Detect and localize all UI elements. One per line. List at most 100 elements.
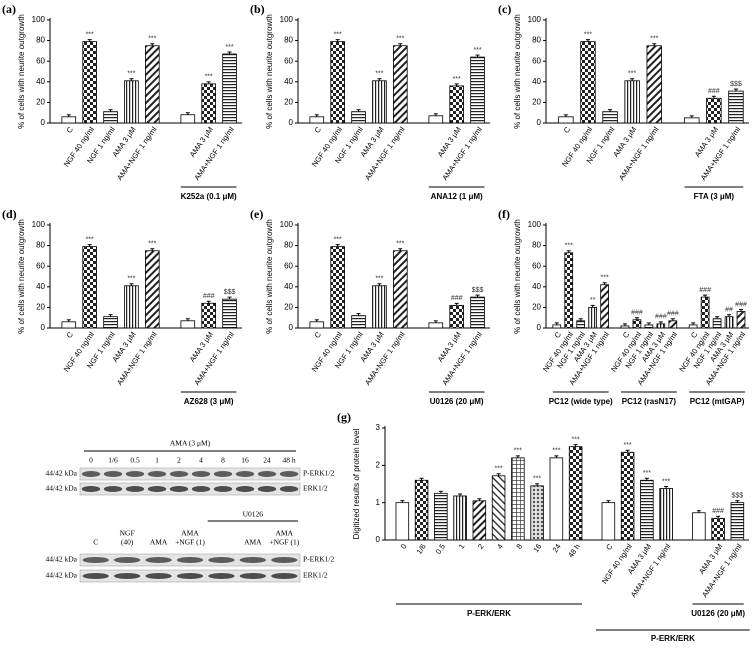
bar xyxy=(103,111,118,124)
bar xyxy=(692,512,706,541)
significance-label: *** xyxy=(495,466,503,473)
significance-label: *** xyxy=(86,236,94,243)
significance-label: *** xyxy=(334,236,342,243)
significance-label: *** xyxy=(127,71,135,78)
blot-row-label: ERK1/2 xyxy=(303,571,328,580)
significance-label: *** xyxy=(148,36,156,43)
blot-band xyxy=(145,573,172,579)
y-tick-label: 60 xyxy=(532,261,541,270)
bar xyxy=(393,250,408,329)
bar xyxy=(588,306,598,329)
x-tick-label: AMA+NGF 1 ng/ml xyxy=(363,330,407,387)
y-axis-label: % of cells with neurite outgrowth xyxy=(265,219,274,334)
y-tick-label: 80 xyxy=(284,241,293,250)
panel-label: (f) xyxy=(498,207,510,221)
bar xyxy=(449,304,464,329)
x-tick-label: C xyxy=(604,542,615,552)
x-tick-label: C xyxy=(553,330,564,340)
blot-band xyxy=(271,557,298,563)
bar xyxy=(646,45,662,124)
bar xyxy=(668,320,678,329)
significance-label: $$$ xyxy=(730,81,742,88)
bar xyxy=(222,53,237,124)
blot-lane-label: AMA xyxy=(181,529,199,538)
bar xyxy=(372,80,387,124)
blot-lane-label: +NGF (1) xyxy=(269,538,299,547)
significance-label: ### xyxy=(708,88,720,95)
x-tick-label: AMA+NGF 1 ng/ml xyxy=(440,330,484,387)
bar xyxy=(124,285,139,329)
bar xyxy=(730,502,745,541)
blot-band xyxy=(191,486,211,492)
x-tick-label: 1/6 xyxy=(414,542,427,556)
bar xyxy=(395,502,410,541)
significance-label: ### xyxy=(655,314,667,321)
blot-band xyxy=(271,573,298,579)
bar xyxy=(632,319,642,329)
blot-lane-label: C xyxy=(93,538,98,547)
blot-lane-label: 0 xyxy=(89,456,93,465)
bar xyxy=(620,325,630,329)
x-tick-label: AMA+NGF 1 ng/ml xyxy=(440,125,484,182)
blot-band xyxy=(257,471,277,477)
y-tick-label: 1 xyxy=(376,498,381,507)
y-tick-label: 60 xyxy=(284,261,293,270)
bar xyxy=(393,45,408,124)
blot-lane-label: 24 xyxy=(263,456,271,465)
y-tick-label: 20 xyxy=(532,303,541,312)
bar xyxy=(700,296,710,329)
significance-label: ### xyxy=(712,508,724,515)
y-tick-label: 20 xyxy=(532,98,541,107)
y-tick-label: 0 xyxy=(376,535,381,544)
blot-band xyxy=(213,486,233,492)
y-tick-label: 100 xyxy=(280,15,294,24)
bar xyxy=(568,446,583,541)
x-tick-label: C xyxy=(65,330,76,340)
y-tick-label: 40 xyxy=(284,282,293,291)
group-label: K252a (0.1 μM) xyxy=(181,192,237,201)
blot-band xyxy=(147,486,167,492)
significance-label: ### xyxy=(735,301,747,308)
y-axis-label: % of cells with neurite outgrowth xyxy=(513,219,522,334)
blot-band xyxy=(113,557,141,563)
y-tick-label: 100 xyxy=(32,220,46,229)
significance-label: *** xyxy=(148,241,156,248)
significance-label: *** xyxy=(650,36,658,43)
significance-label: *** xyxy=(552,448,560,455)
bar xyxy=(580,41,596,124)
bar xyxy=(449,85,464,124)
blot-band xyxy=(239,573,267,579)
x-tick-label: 1 xyxy=(457,542,467,551)
blot-band xyxy=(235,486,255,492)
blot-band xyxy=(213,471,233,477)
blot-band xyxy=(191,471,211,477)
x-tick-label: 0.5 xyxy=(434,542,447,556)
bar xyxy=(602,111,618,124)
significance-label: *** xyxy=(205,74,213,81)
blot-header: AMA (3 μM) xyxy=(170,439,211,448)
significance-label: *** xyxy=(473,47,481,54)
bar xyxy=(601,502,616,541)
blot-band xyxy=(103,471,123,477)
bar xyxy=(82,41,97,124)
blot-band xyxy=(176,573,204,579)
blot-band xyxy=(113,573,141,579)
x-tick-label: 8 xyxy=(514,542,524,551)
bar xyxy=(558,116,574,124)
bar xyxy=(736,311,746,329)
bar xyxy=(688,324,698,329)
y-tick-label: 100 xyxy=(280,220,294,229)
blot-lane-label: (40) xyxy=(121,538,134,547)
x-tick-label: 4 xyxy=(495,542,505,551)
significance-label: *** xyxy=(514,448,522,455)
blot-band xyxy=(169,486,189,492)
significance-label: *** xyxy=(533,476,541,483)
bar xyxy=(330,246,345,329)
significance-label: *** xyxy=(396,241,404,248)
blot-lane-label: 0.5 xyxy=(130,456,140,465)
blot-band xyxy=(279,471,299,477)
significance-label: *** xyxy=(375,276,383,283)
bar xyxy=(82,246,97,329)
y-tick-label: 20 xyxy=(284,98,293,107)
